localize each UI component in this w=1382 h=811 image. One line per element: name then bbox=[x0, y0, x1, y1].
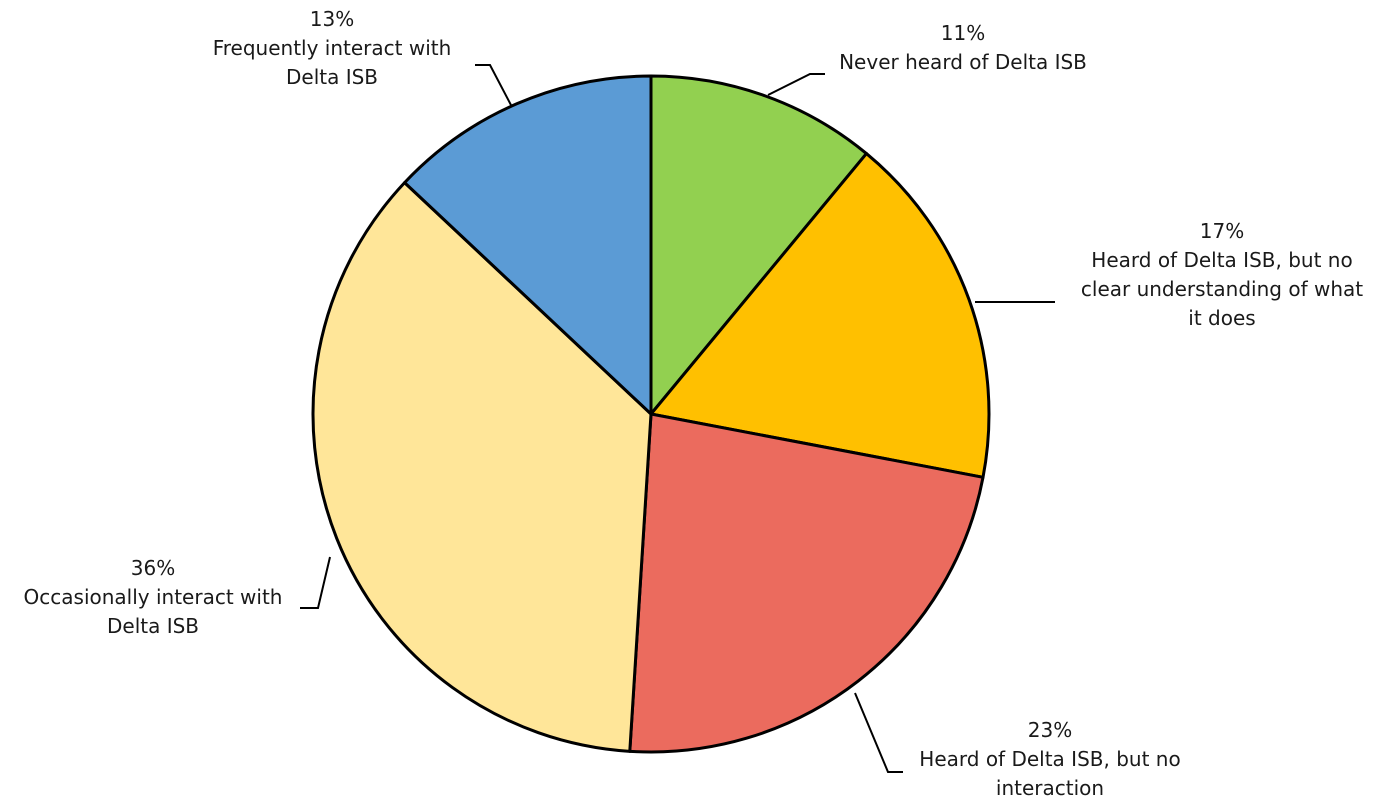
data-label-category-line: it does bbox=[1188, 306, 1255, 330]
pie-slice-1 bbox=[649, 152, 991, 479]
leader-line-3 bbox=[300, 556, 331, 609]
data-label-percent: 17% bbox=[1200, 219, 1244, 243]
leader-line-0 bbox=[767, 73, 825, 96]
data-label-category-line: Heard of Delta ISB, but no bbox=[919, 747, 1180, 771]
data-label-category-line: Never heard of Delta ISB bbox=[839, 50, 1087, 74]
data-label-percent: 36% bbox=[131, 556, 175, 580]
data-labels: 11% Never heard of Delta ISB 17% Heard of D… bbox=[24, 7, 1364, 800]
pie-slices bbox=[311, 74, 991, 754]
data-label-category-line: Occasionally interact with bbox=[24, 585, 283, 609]
data-label-percent: 23% bbox=[1028, 718, 1072, 742]
data-label-category-line: Heard of Delta ISB, but no bbox=[1091, 248, 1352, 272]
leader-lines bbox=[300, 64, 1055, 773]
data-label-category-line: interaction bbox=[996, 776, 1104, 800]
pie-slice-0 bbox=[649, 74, 868, 416]
pie-slice-4 bbox=[403, 74, 653, 416]
data-label-percent: 11% bbox=[941, 21, 985, 45]
data-label-3: 36% Occasionally interact with Delta ISB bbox=[24, 556, 283, 638]
data-label-4: 13% Frequently interact with Delta ISB bbox=[213, 7, 452, 89]
pie-slice-3 bbox=[311, 181, 653, 753]
data-label-1: 17% Heard of Delta ISB, but no clear under… bbox=[1081, 219, 1363, 330]
data-label-2: 23% Heard of Delta ISB, but no interaction bbox=[919, 718, 1180, 800]
leader-line-2 bbox=[854, 692, 903, 773]
leader-line-4 bbox=[475, 64, 513, 108]
data-label-category-line: Delta ISB bbox=[286, 65, 378, 89]
pie-slice-2 bbox=[628, 412, 985, 754]
data-label-0: 11% Never heard of Delta ISB bbox=[839, 21, 1087, 74]
data-label-category-line: Delta ISB bbox=[107, 614, 199, 638]
data-label-category-line: clear understanding of what bbox=[1081, 277, 1363, 301]
data-label-category-line: Frequently interact with bbox=[213, 36, 452, 60]
data-label-percent: 13% bbox=[310, 7, 354, 31]
